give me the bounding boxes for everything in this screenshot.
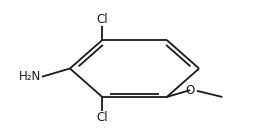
Text: H₂N: H₂N — [18, 70, 41, 83]
Text: Cl: Cl — [96, 111, 108, 124]
Text: Cl: Cl — [96, 13, 108, 26]
Text: O: O — [185, 84, 195, 97]
